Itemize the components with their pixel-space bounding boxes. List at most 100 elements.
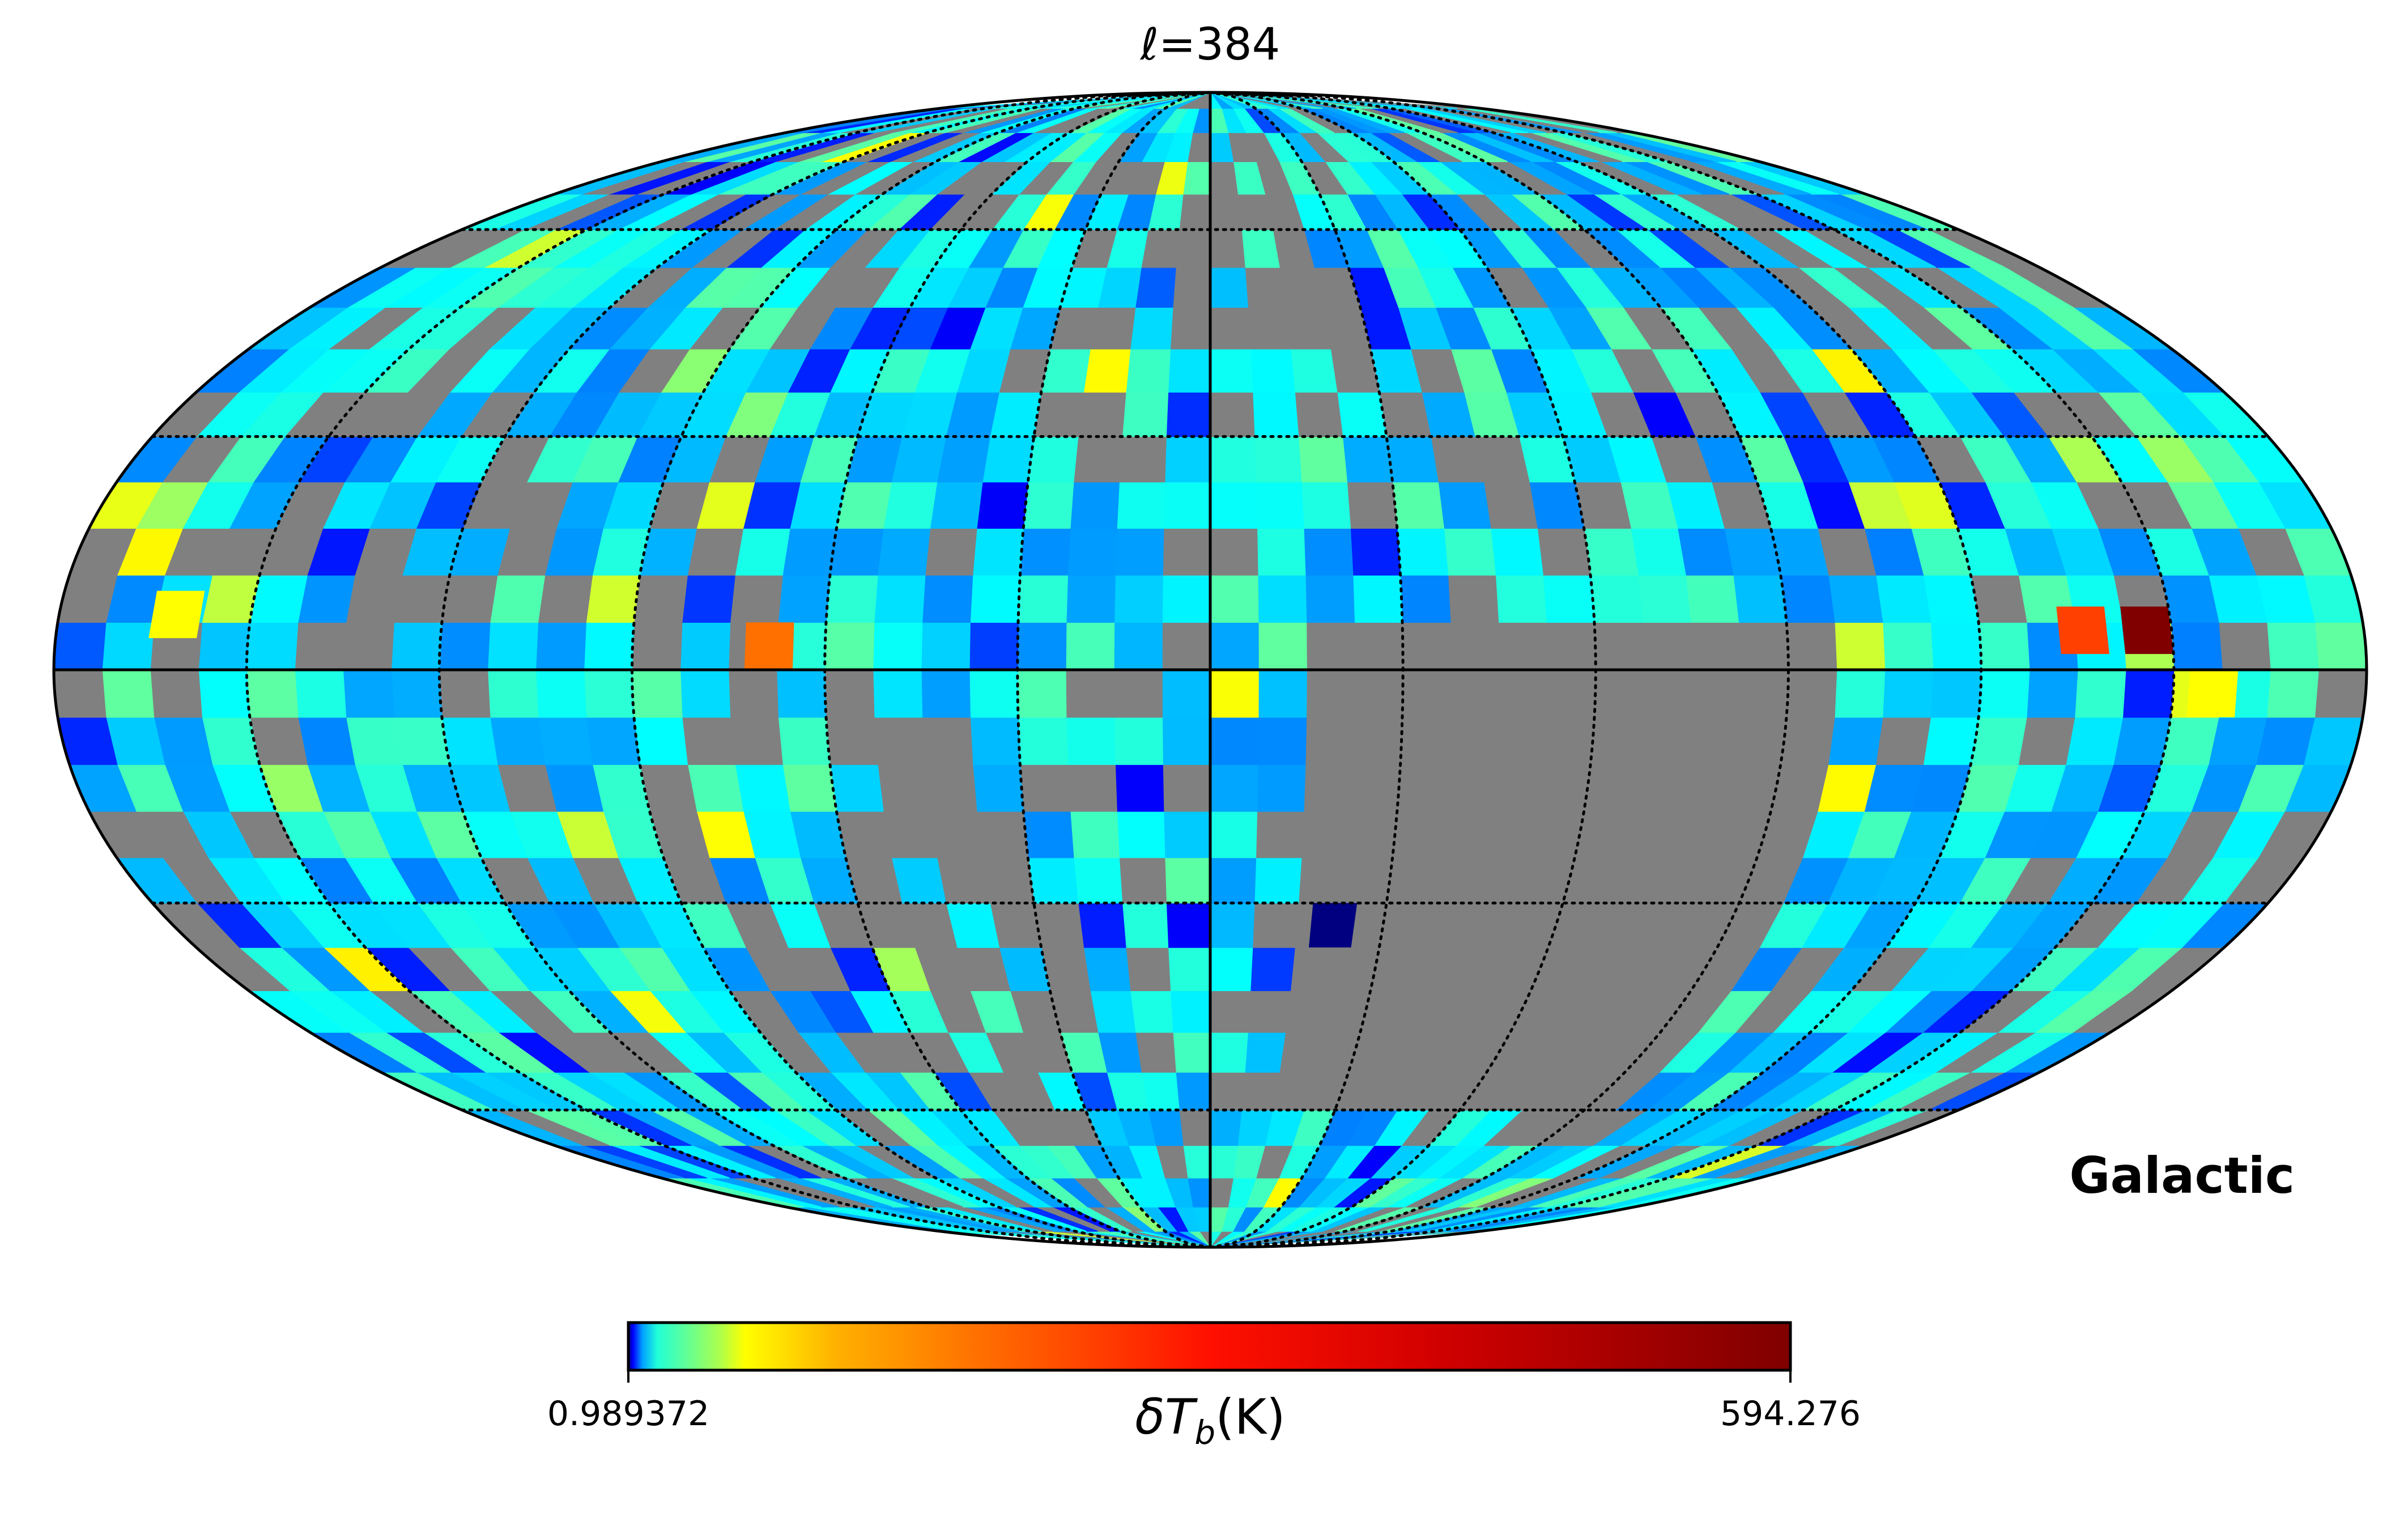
map-pixel	[1067, 528, 1117, 576]
map-pixel	[1437, 481, 1491, 529]
map-pixel	[1386, 857, 1439, 904]
colorbar-label-unit: (K)	[1215, 1389, 1286, 1446]
map-pixel	[1430, 857, 1484, 904]
map-pixel	[1069, 811, 1120, 858]
map-pixel	[921, 622, 971, 670]
map-pixel	[782, 528, 837, 576]
map-pixel	[1590, 575, 1643, 623]
map-pixel	[1443, 764, 1496, 812]
map-pixel	[1134, 1031, 1176, 1073]
map-pixel	[924, 528, 977, 576]
map-pixel	[297, 575, 355, 623]
map-pixel	[1546, 669, 1597, 718]
map-pixel	[1027, 436, 1079, 483]
map-pixel	[631, 622, 683, 670]
map-pixel	[1786, 669, 1837, 718]
map-pixel	[982, 436, 1035, 483]
map-pixel	[1162, 575, 1211, 623]
map-pixel	[198, 669, 250, 718]
map-pixel	[1210, 193, 1242, 230]
map-pixel	[246, 669, 299, 718]
map-pixel	[1594, 622, 1645, 670]
map-pixel	[393, 717, 450, 765]
map-pixel	[441, 575, 498, 623]
map-pixels	[54, 92, 2367, 1247]
map-pixel	[1537, 528, 1591, 576]
map-pixel	[2122, 669, 2175, 718]
map-pixel	[1210, 1110, 1242, 1146]
map-pixel	[1297, 436, 1348, 483]
map-pixel	[883, 481, 938, 529]
map-pixel	[1642, 669, 1693, 718]
map-pixel	[1241, 229, 1280, 268]
map-pixel	[1073, 857, 1123, 904]
map-pixel	[1352, 575, 1403, 623]
map-pixel	[1244, 267, 1286, 308]
map-pixel	[1169, 307, 1211, 350]
map-pixel	[1290, 947, 1338, 991]
map-pixel	[969, 575, 1021, 623]
map-pixel	[1402, 669, 1452, 718]
coordinate-system-label: Galactic	[2069, 1146, 2295, 1205]
map-pixel	[1930, 669, 1982, 718]
map-pixel	[1490, 528, 1544, 576]
map-pixel	[921, 669, 971, 718]
map-pixel	[1163, 811, 1211, 858]
map-pixel	[1685, 575, 1739, 623]
map-pixel	[1284, 307, 1331, 350]
map-pixel	[877, 764, 931, 812]
map-pixel	[1163, 481, 1211, 529]
map-pixel	[1210, 307, 1251, 350]
map-pixel	[487, 622, 539, 670]
map-pixel	[1447, 575, 1499, 623]
map-pixel	[1642, 622, 1693, 670]
map-pixel	[1017, 669, 1067, 718]
map-pixel	[1303, 764, 1354, 812]
map-pixel	[1537, 764, 1591, 812]
map-pixel	[873, 717, 926, 765]
map-pixel	[390, 622, 443, 670]
map-pixel	[1210, 622, 1259, 670]
map-pixel	[1083, 348, 1131, 393]
map-pixel	[1125, 348, 1171, 393]
map-pixel	[54, 622, 107, 670]
map-pixel	[1113, 669, 1163, 718]
map-pixel	[1834, 669, 1886, 718]
map-pixel	[1167, 348, 1211, 393]
map-pixel	[1210, 947, 1253, 991]
map-pixel	[1210, 1072, 1245, 1111]
map-pixel	[101, 622, 155, 670]
map-pixel	[1125, 947, 1171, 991]
map-pixel	[1255, 811, 1304, 858]
map-title: ℓ=384	[1139, 19, 1280, 70]
map-pixel	[487, 669, 539, 718]
map-pixel	[1118, 436, 1167, 483]
map-pixel-hotspot	[2120, 606, 2174, 654]
map-pixel	[969, 717, 1021, 765]
map-pixel	[1875, 575, 1931, 623]
map-pixel	[1290, 348, 1338, 393]
map-pixel	[1254, 436, 1302, 483]
map-pixel	[439, 669, 491, 718]
map-pixel	[829, 528, 884, 576]
map-pixel	[972, 764, 1024, 812]
map-pixel	[1069, 481, 1120, 529]
map-pixel	[1978, 622, 2030, 670]
map-pixel	[1392, 811, 1445, 858]
map-pixel	[1077, 902, 1126, 948]
map-pixel	[1165, 902, 1211, 948]
map-pixel	[537, 575, 593, 623]
map-pixel	[883, 811, 938, 858]
map-pixel	[583, 622, 635, 670]
map-pixel	[1210, 267, 1249, 308]
map-pixel	[1690, 622, 1741, 670]
map-pixel	[1930, 622, 1982, 670]
map-pixel	[535, 622, 586, 670]
map-pixel	[1399, 575, 1451, 623]
map-pixel	[1402, 622, 1452, 670]
map-pixel	[1210, 481, 1258, 529]
map-pixel	[585, 717, 641, 765]
map-pixel	[631, 669, 683, 718]
map-pixel	[1033, 392, 1084, 437]
map-pixel	[1033, 902, 1084, 948]
